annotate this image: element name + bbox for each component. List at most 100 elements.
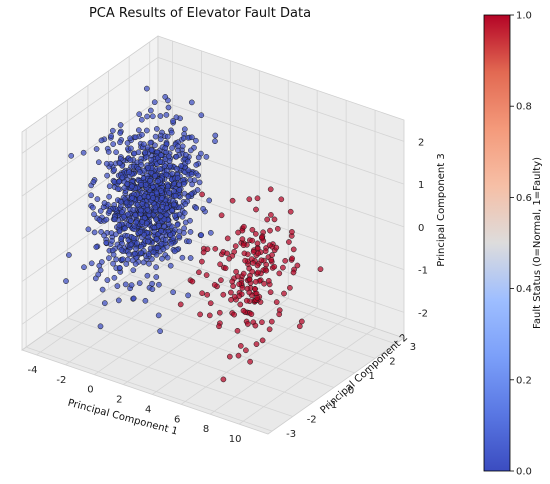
data-point — [153, 236, 160, 243]
data-point — [168, 240, 175, 247]
data-point — [104, 172, 110, 179]
data-point — [96, 216, 103, 223]
data-point — [240, 242, 247, 249]
data-point — [157, 158, 164, 165]
data-point — [187, 229, 194, 235]
data-point — [176, 233, 182, 240]
data-point — [127, 135, 133, 142]
data-point — [167, 162, 173, 169]
data-point — [249, 268, 256, 275]
data-point — [287, 208, 294, 215]
z-tick-label: -2 — [418, 308, 428, 319]
data-point — [224, 250, 230, 257]
data-point — [290, 269, 297, 276]
data-point — [254, 262, 261, 269]
data-point — [233, 268, 239, 275]
data-point — [253, 206, 259, 213]
data-point — [176, 187, 183, 193]
colorbar-gradient — [483, 14, 511, 472]
colorbar-ticks: 0.0 0.2 0.4 0.6 0.8 1.0 — [510, 11, 532, 478]
gridline-y-floor — [46, 332, 293, 417]
data-point — [149, 280, 155, 287]
data-point — [153, 126, 160, 132]
colorbar-tick-label: 1.0 — [516, 11, 532, 22]
data-point — [253, 341, 260, 347]
data-point — [220, 291, 227, 298]
data-point — [181, 210, 188, 216]
data-point — [129, 195, 136, 201]
colorbar-tick-label: 0.6 — [516, 193, 532, 204]
data-point — [197, 311, 203, 318]
data-point — [95, 159, 102, 166]
data-point — [157, 328, 163, 335]
data-point — [110, 141, 117, 147]
data-point — [111, 166, 118, 173]
data-point — [170, 118, 176, 124]
data-point — [195, 154, 202, 161]
data-point — [142, 181, 149, 188]
data-point — [138, 116, 145, 123]
data-point — [133, 219, 139, 226]
data-point — [137, 229, 144, 235]
data-point — [148, 147, 155, 153]
data-point — [252, 322, 259, 329]
data-point — [179, 254, 186, 261]
data-point — [155, 312, 162, 319]
data-point — [195, 172, 201, 179]
gridline-z-side — [21, 99, 159, 197]
data-point — [204, 246, 211, 253]
data-point — [181, 225, 187, 232]
data-point — [189, 278, 196, 285]
data-point — [198, 232, 205, 238]
data-point — [174, 221, 181, 228]
axis-panes — [21, 35, 405, 435]
data-point — [112, 231, 119, 238]
data-point — [139, 131, 145, 138]
data-point — [106, 208, 113, 214]
data-point — [212, 245, 219, 252]
data-point — [244, 321, 251, 327]
data-point — [143, 85, 150, 92]
z-axis-label: Principal Component 3 — [436, 153, 447, 266]
data-point — [264, 216, 271, 223]
gridline-x-floor — [209, 317, 347, 415]
data-point — [109, 127, 116, 134]
data-point — [140, 259, 147, 266]
data-point — [182, 201, 189, 207]
gridline-y-floor — [149, 259, 396, 345]
data-point — [144, 206, 151, 213]
data-point — [175, 143, 181, 150]
y-tick-label: 0 — [348, 386, 354, 397]
data-point — [158, 240, 165, 247]
data-point — [106, 193, 112, 200]
data-point — [128, 241, 135, 248]
data-point — [106, 183, 113, 190]
data-point — [266, 242, 273, 249]
data-point — [216, 323, 222, 330]
data-point — [145, 238, 151, 245]
data-point — [185, 167, 192, 174]
data-point — [262, 248, 269, 255]
z-tick-label: -1 — [418, 266, 428, 277]
data-point — [271, 263, 278, 270]
data-point — [136, 280, 143, 286]
data-point — [151, 99, 158, 106]
data-point — [185, 158, 191, 165]
data-point — [186, 238, 193, 245]
y-tick-label: -3 — [286, 429, 296, 440]
data-point — [282, 257, 289, 264]
data-point — [162, 237, 169, 243]
data-point — [261, 280, 267, 287]
data-point — [153, 216, 160, 223]
data-point — [268, 257, 275, 263]
data-point — [249, 237, 256, 244]
data-point — [148, 156, 154, 163]
data-point — [132, 134, 139, 141]
data-point — [181, 126, 188, 133]
data-point — [159, 255, 165, 262]
gridline-x-floor — [152, 298, 289, 395]
data-point — [88, 260, 95, 267]
gridline-y-floor — [25, 346, 273, 432]
data-point — [145, 251, 152, 257]
